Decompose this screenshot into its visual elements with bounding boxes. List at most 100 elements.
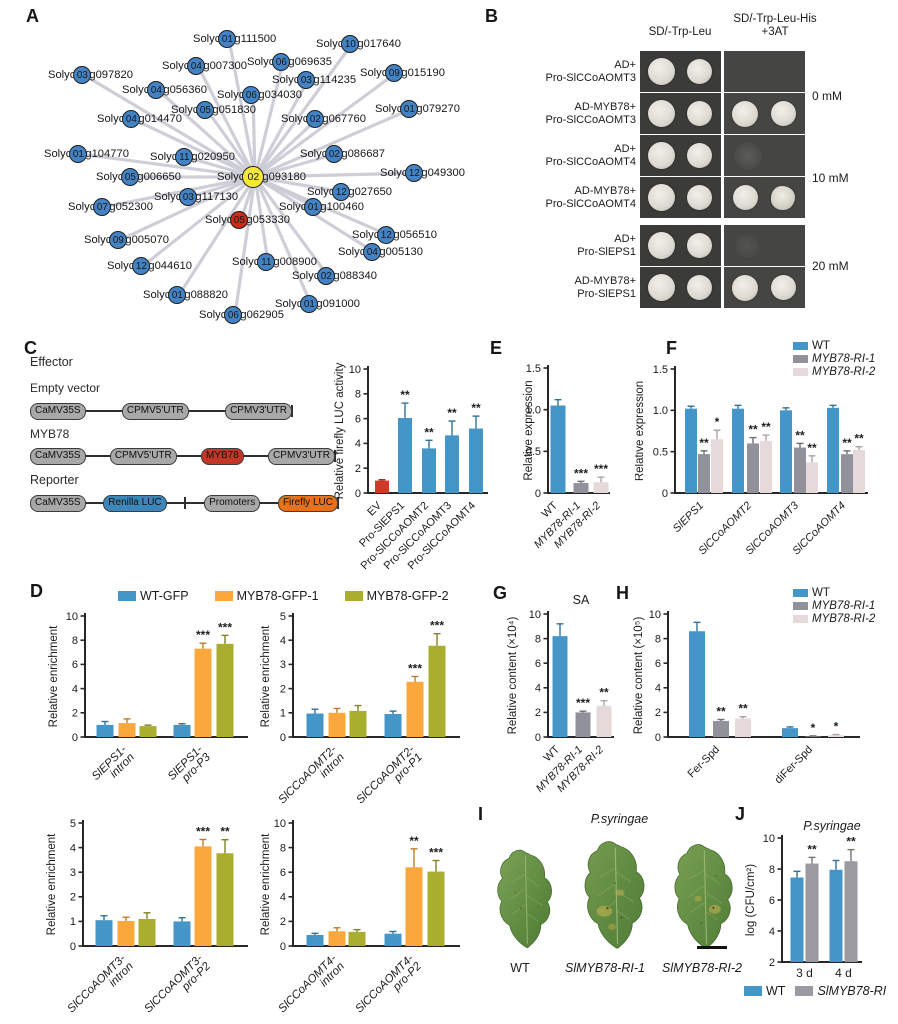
colony-spot (735, 233, 759, 258)
svg-text:2: 2 (280, 683, 286, 695)
svg-text:0.5: 0.5 (526, 446, 541, 458)
bar-chart-svg: Relative enrichment0246810*****SlCCoAOMT… (260, 818, 460, 1015)
svg-text:***: *** (196, 824, 210, 838)
svg-text:4: 4 (280, 892, 286, 904)
svg-text:***: *** (408, 662, 422, 676)
network-node: Solyc 01 g091000 (275, 295, 360, 313)
gene-prefix: Solyc (272, 74, 300, 86)
network-node: Solyc 01 g100460 (279, 198, 364, 216)
chromosome-node-circle: 02 (242, 166, 265, 188)
colony-spot (686, 59, 712, 84)
construct-box: MYB78 (201, 447, 244, 465)
svg-text:4: 4 (280, 635, 286, 647)
gene-suffix: g052300 (109, 201, 153, 213)
colony-spot (770, 101, 796, 126)
legend-label: MYB78-RI-2 (812, 366, 876, 378)
colony-spot (686, 101, 712, 126)
leaf-label-wt: WT (510, 961, 530, 975)
svg-text:8: 8 (355, 389, 361, 401)
network-node: Solyc 09 g015190 (360, 64, 445, 82)
colony-spot (647, 184, 675, 211)
chromosome-node-circle: 03 (73, 66, 92, 84)
network-node: Solyc 01 g079270 (375, 100, 460, 118)
chromosome-node-circle: 04 (363, 243, 382, 261)
svg-text:***: *** (218, 620, 232, 634)
chromosome-node-circle: 06 (242, 86, 261, 104)
svg-text:10: 10 (763, 833, 775, 845)
colony-spot (771, 185, 795, 210)
svg-text:Relative expression: Relative expression (635, 381, 646, 481)
gene-suffix: g049300 (421, 167, 465, 179)
svg-text:log (CFU/cm²): log (CFU/cm²) (745, 864, 757, 936)
gene-suffix: g100460 (320, 201, 364, 213)
gene-prefix: Solyc (279, 201, 307, 213)
chromosome-node-circle: 01 (304, 198, 323, 216)
network-node: Solyc 03 g097820 (48, 66, 133, 84)
network-node: Solyc 12 g027650 (307, 183, 392, 201)
gene-prefix: Solyc (154, 191, 182, 203)
svg-text:*: * (811, 721, 816, 735)
gene-suffix: g093180 (262, 171, 306, 183)
svg-text:2: 2 (280, 916, 286, 928)
chart-myb78-expression: Relative expression 0 0.5 1.0 1.5 *** *** WT MYB… (505, 346, 625, 581)
construct-empty-vector: CaMV35S CPMV5'UTR CPMV3'UTR (30, 402, 292, 420)
svg-text:10: 10 (529, 609, 541, 621)
gene-suffix: g088340 (333, 270, 377, 282)
svg-text:0: 0 (535, 488, 541, 500)
construct-box: CPMV5'UTR (109, 447, 177, 465)
chart-sa-content: SA Relative content (×10⁴) 0 2 4 6 8 10 *** ** WT M… (500, 588, 625, 823)
gene-prefix: Solyc (205, 214, 233, 226)
svg-text:P.syringae: P.syringae (803, 819, 860, 833)
gene-prefix: Solyc (44, 148, 72, 160)
chart-phenolamides: Relative content (×10⁵) 0 2 4 6 8 10 ** ** * * Fer-… (628, 588, 878, 823)
legend-label: WT-GFP (140, 589, 189, 603)
gene-suffix: g027650 (348, 186, 392, 198)
gene-prefix: Solyc (217, 171, 245, 183)
colony-spot (647, 142, 675, 169)
plate-cell-control (640, 135, 721, 176)
chromosome-node-circle: 02 (317, 267, 336, 285)
svg-text:0: 0 (662, 488, 668, 500)
gene-suffix: g007300 (203, 60, 247, 72)
svg-text:diFer-Spd: diFer-Spd (772, 744, 815, 787)
legend-item: WT-GFP (118, 589, 189, 603)
legend-content: WT MYB78-RI-1 MYB78-RI-2 (793, 587, 875, 625)
legend-item: SlMYB78-RI (795, 984, 886, 998)
svg-text:4: 4 (535, 683, 541, 695)
colony-spot (686, 143, 712, 168)
svg-text:Relative enrichment: Relative enrichment (46, 833, 58, 935)
svg-text:**: ** (846, 835, 856, 849)
svg-text:SlCCoAOMT2-intron: SlCCoAOMT2-intron (276, 744, 347, 810)
plate-cell-control (640, 267, 721, 308)
svg-text:Relative content (×10⁵): Relative content (×10⁵) (633, 617, 645, 735)
colony-spot (732, 274, 758, 301)
colony-spot (732, 100, 758, 127)
chromosome-node-circle: 02 (325, 145, 344, 163)
legend-swatch (118, 591, 136, 601)
network-node: Solyc 12 g044610 (107, 257, 192, 275)
svg-text:4: 4 (72, 683, 78, 695)
chromosome-node-circle: 04 (147, 81, 166, 99)
svg-text:5: 5 (70, 818, 76, 830)
svg-text:SlEPS1-intron: SlEPS1-intron (90, 744, 137, 791)
y1h-media-header-right-line2: +3AT (761, 26, 789, 38)
construct-box: Renilla LUC (103, 494, 167, 512)
svg-text:**: ** (795, 428, 805, 442)
network-node: Solyc 03 g114235 (272, 71, 356, 89)
gene-prefix: Solyc (143, 289, 171, 301)
gene-prefix: Solyc (96, 171, 124, 183)
chromosome-node-circle: 09 (385, 64, 404, 82)
legend-swatch (344, 591, 363, 601)
chromosome-node-circle: 05 (121, 168, 140, 186)
construct-section-effector: Effector (30, 355, 73, 369)
chromosome-node-circle: 05 (196, 101, 215, 119)
legend-label: MYB78-GFP-2 (366, 589, 449, 603)
gene-prefix: Solyc (217, 89, 245, 101)
construct-section-reporter: Reporter (30, 473, 79, 487)
legend-swatch (793, 615, 808, 623)
construct-box: Firefly LUC (277, 494, 338, 512)
y1h-media-header-right: SD/-Trp-Leu-His +3AT (716, 13, 834, 39)
legend-label: WT (812, 587, 830, 599)
gene-suffix: g088820 (184, 289, 228, 301)
